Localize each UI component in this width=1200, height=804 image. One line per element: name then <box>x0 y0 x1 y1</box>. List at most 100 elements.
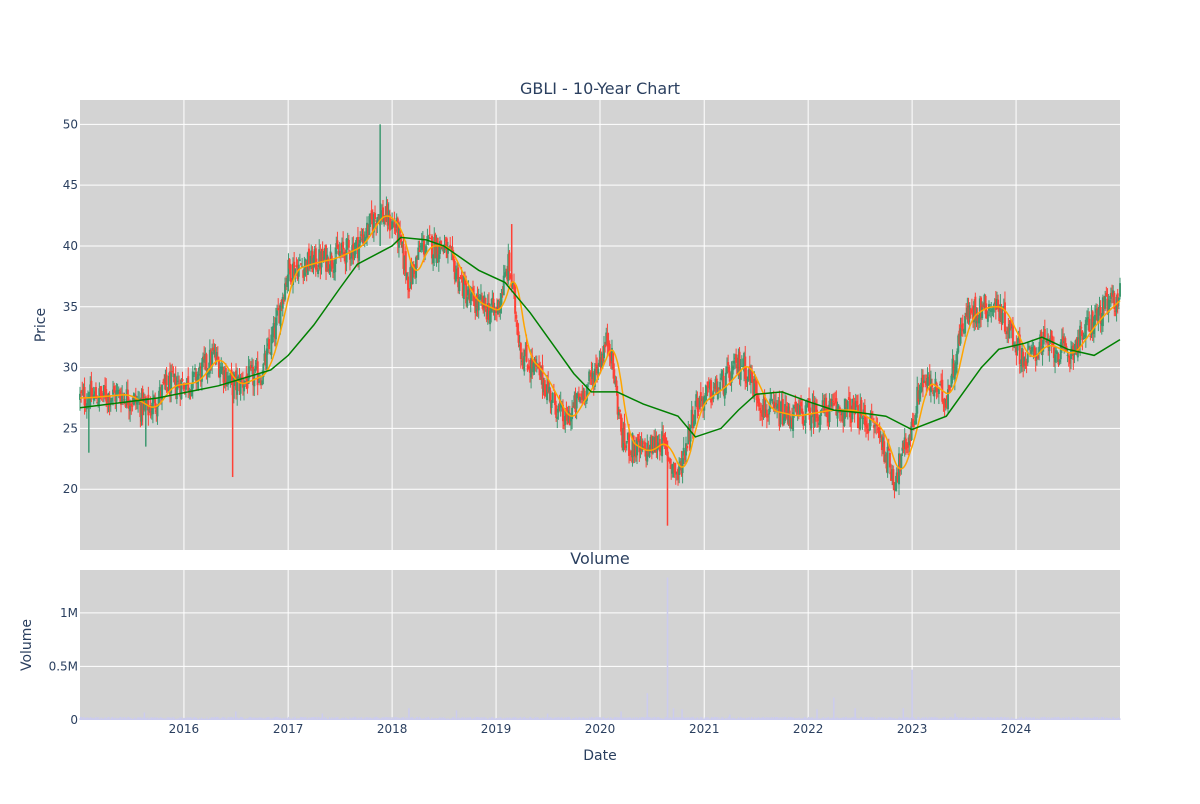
candle-body <box>664 437 667 445</box>
candle-body <box>1107 300 1110 313</box>
candle-body <box>939 383 942 385</box>
candle-body <box>760 410 763 414</box>
candle-body <box>817 416 820 422</box>
candle-body <box>946 389 949 410</box>
candle-body <box>705 385 708 397</box>
candle-body <box>811 402 814 412</box>
candle-body <box>246 378 249 389</box>
candle-body <box>538 363 541 365</box>
candle-body <box>229 372 232 382</box>
candle-body <box>523 355 526 372</box>
candle-body <box>1043 328 1046 338</box>
candle-body <box>573 395 576 408</box>
candle-body <box>371 219 374 232</box>
candle-body <box>289 264 292 282</box>
candle-body <box>1013 343 1016 345</box>
candle-body <box>272 322 275 338</box>
candle-body <box>699 392 702 402</box>
candle-body <box>101 393 104 397</box>
candle-body <box>342 241 345 250</box>
candle-body <box>191 371 194 389</box>
candle-body <box>609 353 612 364</box>
candle-body <box>888 453 891 468</box>
candle-body <box>738 351 741 377</box>
candle-body <box>631 433 634 458</box>
candle-body <box>950 375 953 387</box>
candle-body <box>420 243 423 250</box>
candle-body <box>117 389 120 391</box>
candle-body <box>757 398 760 407</box>
candle-body <box>920 377 923 392</box>
candle-body <box>200 362 203 382</box>
candle-body <box>1079 325 1082 346</box>
candle-body <box>150 411 153 413</box>
candle-body <box>761 410 764 417</box>
candle-body <box>1011 322 1014 347</box>
candle-body <box>205 354 208 371</box>
candle-body <box>389 228 392 230</box>
candle-body <box>712 390 715 400</box>
candle-body <box>1024 361 1027 366</box>
candle-body <box>528 367 531 373</box>
candle-body <box>813 402 816 427</box>
candle-body <box>1008 323 1011 339</box>
candle-body <box>1033 346 1036 358</box>
candle-body <box>176 380 179 382</box>
candle-body <box>1109 293 1112 300</box>
candle-body <box>262 363 265 378</box>
candle-body <box>497 299 500 315</box>
candle-body <box>999 304 1002 318</box>
candle-body <box>726 366 729 374</box>
candle-body <box>524 348 527 357</box>
candle-body <box>634 443 637 458</box>
candle-body <box>1034 357 1037 361</box>
candle-body <box>689 425 692 442</box>
candle-body <box>475 298 478 312</box>
candle-body <box>957 335 960 353</box>
candle-body <box>674 471 677 475</box>
candle-body <box>953 369 956 380</box>
candle-body <box>993 302 996 305</box>
candle-body <box>998 307 1001 321</box>
candle-body <box>340 242 343 254</box>
candle-body <box>681 458 684 473</box>
candle-body <box>779 411 782 425</box>
candle-body <box>364 236 367 238</box>
candle-body <box>688 428 691 441</box>
candle-body <box>189 392 192 396</box>
candle-body <box>298 259 301 261</box>
candle-body <box>632 435 635 456</box>
candle-body <box>114 392 117 402</box>
candle-body <box>831 401 834 403</box>
candle-body <box>228 378 231 381</box>
candle-body <box>284 283 287 300</box>
candle-body <box>585 384 588 401</box>
candle-body <box>148 409 151 412</box>
candle-body <box>718 387 721 389</box>
candle-body <box>773 404 776 406</box>
candle-body <box>867 428 870 434</box>
candle-body <box>464 280 467 285</box>
candle-body <box>730 370 733 383</box>
candle-body <box>966 307 969 316</box>
candle-body <box>830 398 833 407</box>
candle-body <box>404 251 407 276</box>
candle-body <box>233 374 236 377</box>
candle-body <box>470 292 473 295</box>
candle-body <box>517 331 520 343</box>
candle-body <box>626 432 629 440</box>
candle-body <box>184 383 187 390</box>
candle-body <box>478 296 481 298</box>
candle-body <box>217 360 220 377</box>
candle-body <box>263 353 266 362</box>
candle-body <box>204 353 207 363</box>
candle-body <box>1000 307 1003 324</box>
candle-body <box>320 251 323 268</box>
candle-body <box>514 286 517 314</box>
volume-y-tick-label: 1M <box>60 606 78 620</box>
candle-body <box>590 372 593 377</box>
candle-body <box>268 338 271 349</box>
candle-body <box>554 391 557 406</box>
candle-body <box>386 203 389 226</box>
candle-body <box>851 398 854 420</box>
